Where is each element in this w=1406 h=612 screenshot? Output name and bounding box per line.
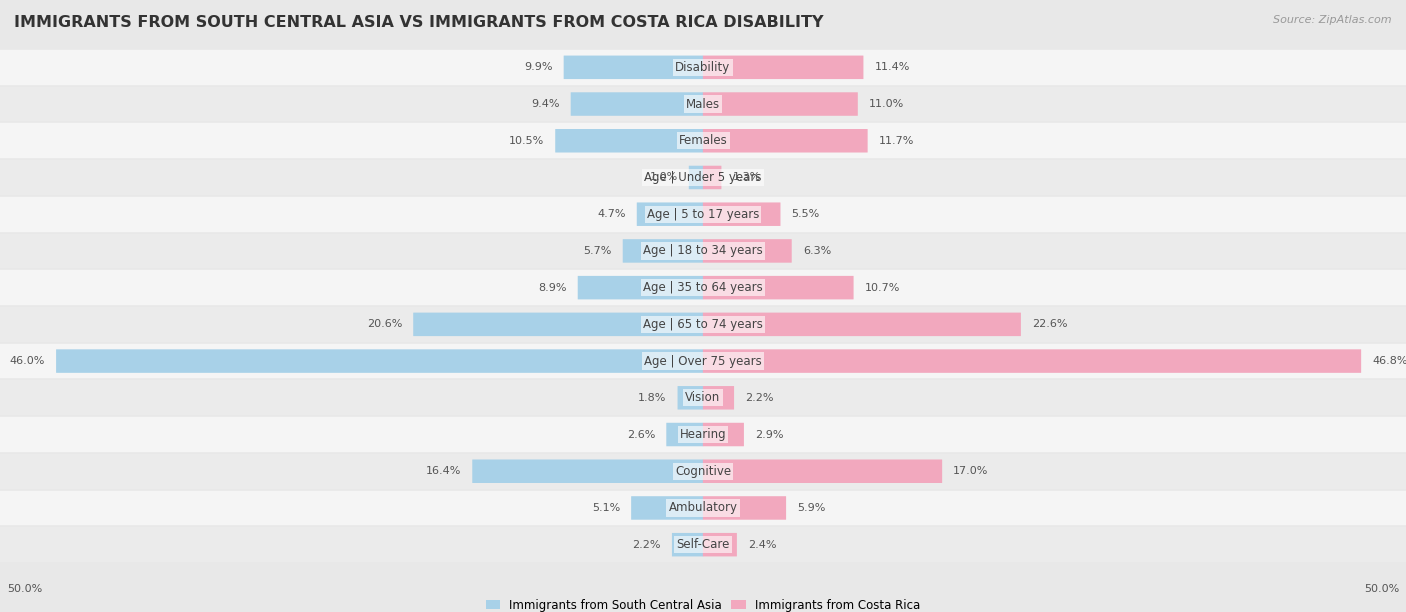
Text: 5.9%: 5.9% — [797, 503, 825, 513]
Text: 11.4%: 11.4% — [875, 62, 910, 72]
Text: 1.8%: 1.8% — [638, 393, 666, 403]
Text: 2.4%: 2.4% — [748, 540, 776, 550]
FancyBboxPatch shape — [623, 239, 703, 263]
Text: 1.3%: 1.3% — [733, 173, 761, 182]
Text: 50.0%: 50.0% — [7, 584, 42, 594]
Bar — [0, 490, 1406, 526]
FancyBboxPatch shape — [631, 496, 703, 520]
Bar — [0, 526, 1406, 563]
Bar — [0, 306, 1406, 343]
FancyBboxPatch shape — [578, 276, 703, 299]
FancyBboxPatch shape — [678, 386, 703, 409]
FancyBboxPatch shape — [672, 533, 703, 556]
Legend: Immigrants from South Central Asia, Immigrants from Costa Rica: Immigrants from South Central Asia, Immi… — [481, 594, 925, 612]
Text: 9.4%: 9.4% — [531, 99, 560, 109]
Bar — [0, 269, 1406, 306]
FancyBboxPatch shape — [564, 56, 703, 79]
Text: 22.6%: 22.6% — [1032, 319, 1067, 329]
Text: Source: ZipAtlas.com: Source: ZipAtlas.com — [1274, 15, 1392, 25]
Bar — [0, 416, 1406, 453]
Text: Age | Over 75 years: Age | Over 75 years — [644, 354, 762, 368]
Text: 20.6%: 20.6% — [367, 319, 402, 329]
Text: Ambulatory: Ambulatory — [668, 501, 738, 515]
FancyBboxPatch shape — [703, 239, 792, 263]
Text: 2.9%: 2.9% — [755, 430, 783, 439]
Bar — [0, 196, 1406, 233]
FancyBboxPatch shape — [703, 349, 1361, 373]
FancyBboxPatch shape — [703, 386, 734, 409]
Text: 5.1%: 5.1% — [592, 503, 620, 513]
Text: 10.5%: 10.5% — [509, 136, 544, 146]
Text: 46.0%: 46.0% — [10, 356, 45, 366]
FancyBboxPatch shape — [703, 423, 744, 446]
Bar — [0, 159, 1406, 196]
FancyBboxPatch shape — [703, 496, 786, 520]
Text: 1.0%: 1.0% — [650, 173, 678, 182]
FancyBboxPatch shape — [703, 460, 942, 483]
Bar — [0, 86, 1406, 122]
Text: 46.8%: 46.8% — [1372, 356, 1406, 366]
Text: Age | 65 to 74 years: Age | 65 to 74 years — [643, 318, 763, 331]
Bar — [0, 343, 1406, 379]
FancyBboxPatch shape — [703, 92, 858, 116]
Text: Age | 18 to 34 years: Age | 18 to 34 years — [643, 244, 763, 258]
Bar — [0, 49, 1406, 86]
FancyBboxPatch shape — [56, 349, 703, 373]
Text: Cognitive: Cognitive — [675, 465, 731, 478]
Text: 8.9%: 8.9% — [538, 283, 567, 293]
Text: 5.7%: 5.7% — [583, 246, 612, 256]
Text: 11.0%: 11.0% — [869, 99, 904, 109]
Text: Age | 5 to 17 years: Age | 5 to 17 years — [647, 207, 759, 221]
FancyBboxPatch shape — [703, 276, 853, 299]
Bar — [0, 453, 1406, 490]
Text: Vision: Vision — [685, 391, 721, 405]
FancyBboxPatch shape — [703, 533, 737, 556]
FancyBboxPatch shape — [555, 129, 703, 152]
FancyBboxPatch shape — [472, 460, 703, 483]
FancyBboxPatch shape — [413, 313, 703, 336]
FancyBboxPatch shape — [666, 423, 703, 446]
FancyBboxPatch shape — [689, 166, 703, 189]
Text: 50.0%: 50.0% — [1364, 584, 1399, 594]
Text: Age | Under 5 years: Age | Under 5 years — [644, 171, 762, 184]
Text: 2.6%: 2.6% — [627, 430, 655, 439]
Text: 2.2%: 2.2% — [745, 393, 773, 403]
Text: 5.5%: 5.5% — [792, 209, 820, 219]
Text: Hearing: Hearing — [679, 428, 727, 441]
Text: 4.7%: 4.7% — [598, 209, 626, 219]
Text: 10.7%: 10.7% — [865, 283, 900, 293]
Text: IMMIGRANTS FROM SOUTH CENTRAL ASIA VS IMMIGRANTS FROM COSTA RICA DISABILITY: IMMIGRANTS FROM SOUTH CENTRAL ASIA VS IM… — [14, 15, 824, 31]
Text: 16.4%: 16.4% — [426, 466, 461, 476]
Text: Age | 35 to 64 years: Age | 35 to 64 years — [643, 281, 763, 294]
FancyBboxPatch shape — [637, 203, 703, 226]
FancyBboxPatch shape — [703, 203, 780, 226]
Text: 11.7%: 11.7% — [879, 136, 914, 146]
FancyBboxPatch shape — [703, 56, 863, 79]
Text: Self-Care: Self-Care — [676, 538, 730, 551]
Bar — [0, 233, 1406, 269]
Text: 2.2%: 2.2% — [633, 540, 661, 550]
FancyBboxPatch shape — [703, 313, 1021, 336]
Bar — [0, 379, 1406, 416]
Text: 6.3%: 6.3% — [803, 246, 831, 256]
Text: Disability: Disability — [675, 61, 731, 74]
FancyBboxPatch shape — [703, 129, 868, 152]
Text: Males: Males — [686, 97, 720, 111]
Bar — [0, 122, 1406, 159]
Text: Females: Females — [679, 134, 727, 147]
FancyBboxPatch shape — [571, 92, 703, 116]
Text: 17.0%: 17.0% — [953, 466, 988, 476]
Text: 9.9%: 9.9% — [524, 62, 553, 72]
FancyBboxPatch shape — [703, 166, 721, 189]
